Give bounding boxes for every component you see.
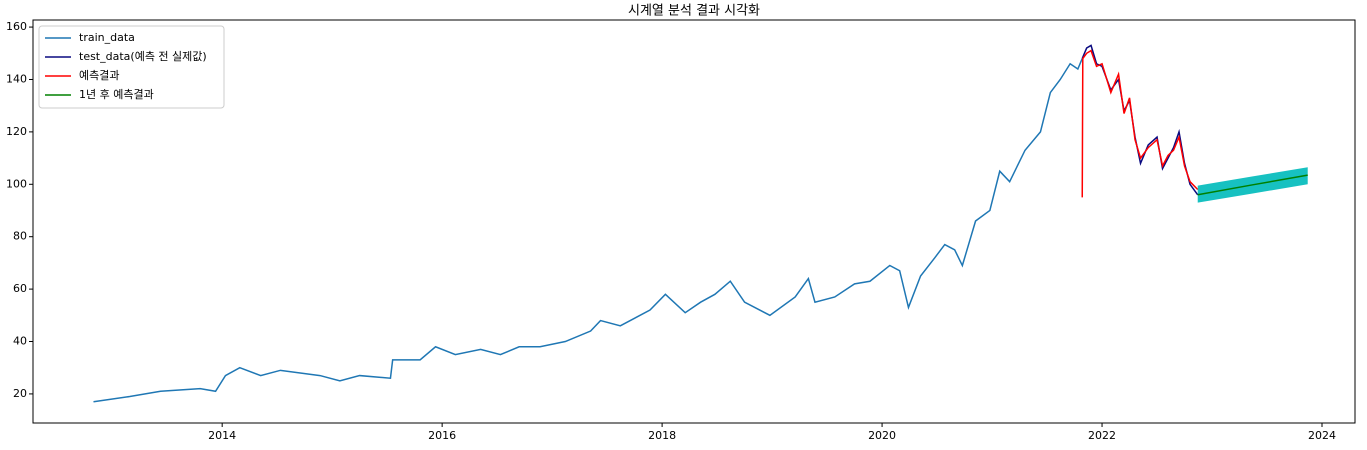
x-tick-label: 2024 [1308,429,1336,442]
legend-label: 1년 후 예측결과 [79,88,154,101]
x-tick-label: 2016 [428,429,456,442]
y-tick-label: 60 [13,282,27,295]
x-tick-label: 2014 [208,429,236,442]
y-tick-label: 40 [13,335,27,348]
x-tick-label: 2020 [868,429,896,442]
legend-label: train_data [79,31,135,44]
legend-box [38,25,225,109]
y-tick-label: 80 [13,230,27,243]
y-tick-label: 160 [6,20,27,33]
series-line [93,58,1083,403]
x-tick-label: 2018 [648,429,676,442]
series-line [1081,49,1199,198]
legend-label: test_data(예측 전 실제값) [79,50,207,63]
y-tick-label: 120 [6,125,27,138]
chart-title: 시계열 분석 결과 시각화 [628,4,760,19]
y-tick-label: 100 [6,177,27,190]
x-tick-label: 2022 [1088,429,1116,442]
legend-label: 예측결과 [79,69,119,82]
series-line [1081,44,1199,196]
y-tick-label: 20 [13,387,27,400]
plot-frame [32,19,1356,424]
series-line [1197,174,1308,196]
y-tick-label: 140 [6,72,27,85]
